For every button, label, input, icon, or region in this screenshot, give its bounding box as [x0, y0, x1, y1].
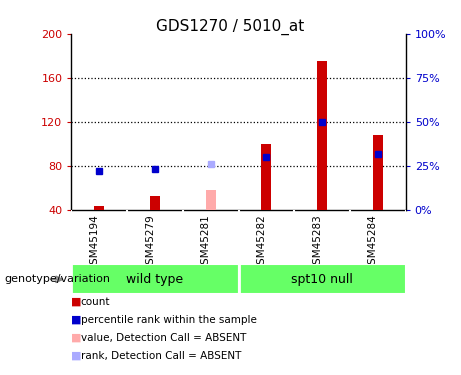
- Bar: [206, 190, 216, 210]
- Text: spt10 null: spt10 null: [291, 273, 353, 286]
- Bar: [150, 196, 160, 210]
- Text: ■: ■: [71, 297, 82, 307]
- Text: count: count: [81, 297, 110, 307]
- Text: GSM45279: GSM45279: [145, 214, 155, 271]
- Bar: [238, 264, 406, 294]
- Text: ■: ■: [71, 351, 82, 361]
- Text: ■: ■: [71, 315, 82, 325]
- Bar: [95, 206, 104, 210]
- Bar: [71, 264, 239, 294]
- Text: GDS1270 / 5010_at: GDS1270 / 5010_at: [156, 19, 305, 35]
- Text: genotype/variation: genotype/variation: [5, 274, 111, 284]
- Text: rank, Detection Call = ABSENT: rank, Detection Call = ABSENT: [81, 351, 241, 361]
- Text: GSM45283: GSM45283: [312, 214, 322, 271]
- Text: wild type: wild type: [126, 273, 183, 286]
- Text: GSM45281: GSM45281: [201, 214, 211, 271]
- Text: GSM45284: GSM45284: [368, 214, 378, 271]
- Bar: [317, 61, 327, 210]
- Text: GSM45282: GSM45282: [256, 214, 266, 271]
- Text: GSM45194: GSM45194: [89, 214, 99, 271]
- Text: percentile rank within the sample: percentile rank within the sample: [81, 315, 257, 325]
- Bar: [261, 144, 272, 210]
- Bar: [373, 135, 383, 210]
- Text: value, Detection Call = ABSENT: value, Detection Call = ABSENT: [81, 333, 246, 343]
- Text: ■: ■: [71, 333, 82, 343]
